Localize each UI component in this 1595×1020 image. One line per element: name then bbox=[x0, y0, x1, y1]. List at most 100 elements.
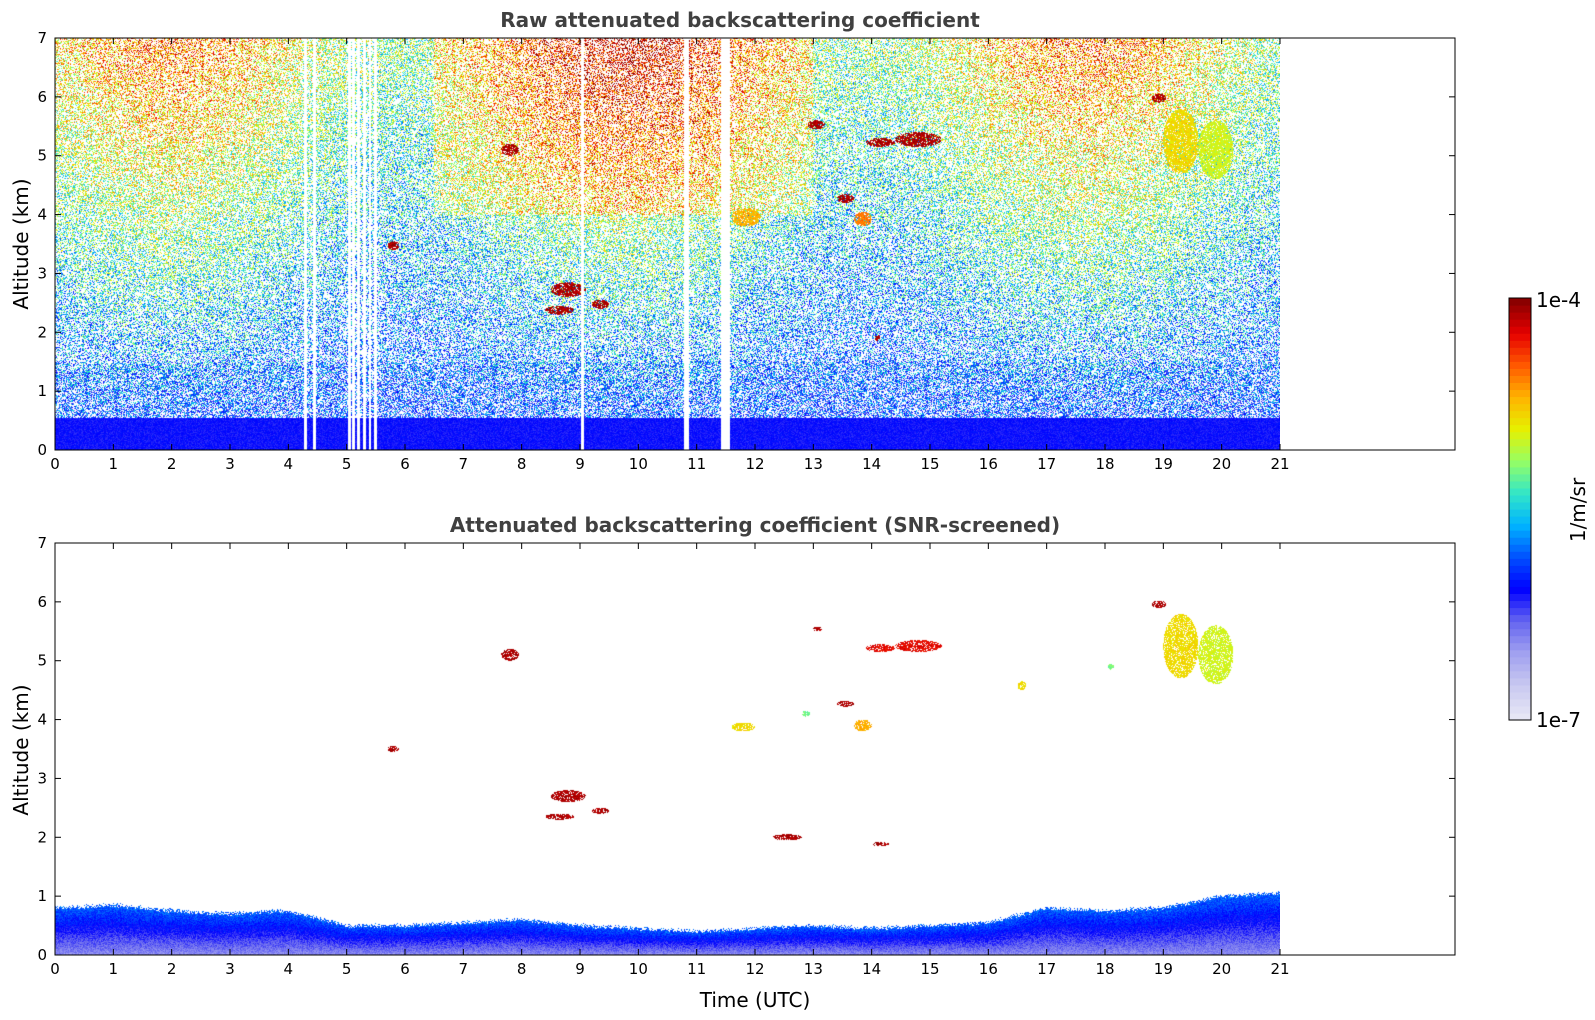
x-tick-label: 5 bbox=[342, 960, 352, 978]
title-raw: Raw attenuated backscattering coefficien… bbox=[500, 8, 980, 32]
y-ticks-screened: 0 1 2 3 4 5 6 7 bbox=[37, 534, 1455, 964]
y-tick-label: 4 bbox=[37, 206, 47, 224]
y-tick-label: 6 bbox=[37, 593, 47, 611]
colorbar-bands bbox=[1509, 298, 1531, 721]
panel-raw: Raw attenuated backscattering coefficien… bbox=[9, 8, 1456, 473]
colorbar-band bbox=[1509, 579, 1531, 587]
colorbar-band bbox=[1509, 677, 1531, 686]
x-tick-label: 8 bbox=[517, 960, 527, 978]
x-tick-label: 15 bbox=[920, 960, 939, 978]
colorbar-band bbox=[1509, 487, 1531, 496]
colorbar-band bbox=[1509, 656, 1531, 665]
colorbar-band bbox=[1509, 712, 1531, 721]
colorbar-band bbox=[1509, 670, 1531, 679]
colorbar-band bbox=[1509, 572, 1531, 580]
y-ticks-raw: 0 1 2 3 4 5 6 7 bbox=[37, 29, 1455, 459]
colorbar-band bbox=[1509, 544, 1531, 552]
x-tick-label: 18 bbox=[1095, 455, 1114, 473]
xlabel-screened: Time (UTC) bbox=[699, 988, 811, 1012]
x-tick-label: 14 bbox=[862, 455, 881, 473]
x-tick-label: 1 bbox=[109, 455, 119, 473]
colorbar-band bbox=[1509, 614, 1531, 623]
y-tick-label: 3 bbox=[37, 264, 47, 282]
colorbar-band bbox=[1509, 473, 1531, 482]
colorbar-units-label: 1/m/sr bbox=[1566, 477, 1590, 542]
y-tick-label: 1 bbox=[37, 382, 47, 400]
x-tick-label: 1 bbox=[109, 960, 119, 978]
colorbar-band bbox=[1509, 452, 1531, 461]
x-tick-label: 10 bbox=[629, 455, 648, 473]
y-tick-label: 1 bbox=[37, 887, 47, 905]
x-tick-label: 13 bbox=[804, 455, 823, 473]
x-tick-label: 3 bbox=[225, 960, 235, 978]
colorbar-band bbox=[1509, 501, 1531, 510]
y-tick-label: 0 bbox=[37, 441, 47, 459]
x-tick-label: 2 bbox=[167, 455, 177, 473]
ylabel-screened: Altitude (km) bbox=[9, 684, 33, 815]
x-tick-label: 10 bbox=[629, 960, 648, 978]
colorbar-band bbox=[1509, 509, 1531, 517]
colorbar-band bbox=[1509, 537, 1531, 545]
colorbar: 1e-4 1e-7 1/m/sr bbox=[1508, 288, 1590, 732]
colorbar-band bbox=[1509, 431, 1531, 440]
x-ticks-raw: 0 1 2 3 4 5 6 7 8 9 10 11 12 13 14 15 16 17 18 19 20 21 bbox=[50, 38, 1290, 473]
y-tick-label: 7 bbox=[37, 29, 47, 47]
x-tick-label: 11 bbox=[687, 960, 706, 978]
colorbar-band bbox=[1509, 459, 1531, 468]
colorbar-band bbox=[1509, 438, 1531, 447]
colorbar-band bbox=[1509, 586, 1531, 594]
x-tick-label: 6 bbox=[400, 455, 410, 473]
heatmap-image bbox=[55, 543, 1280, 955]
y-tick-label: 7 bbox=[37, 534, 47, 552]
x-tick-label: 21 bbox=[1270, 455, 1289, 473]
colorbar-band bbox=[1509, 403, 1531, 412]
x-tick-label: 19 bbox=[1154, 960, 1173, 978]
y-tick-label: 0 bbox=[37, 946, 47, 964]
colorbar-frame bbox=[1508, 297, 1532, 721]
colorbar-band bbox=[1509, 347, 1531, 355]
colorbar-band bbox=[1509, 319, 1531, 327]
x-tick-label: 18 bbox=[1095, 960, 1114, 978]
title-screened: Attenuated backscattering coefficient (S… bbox=[450, 513, 1060, 537]
x-tick-label: 16 bbox=[979, 455, 998, 473]
x-ticks-screened: 0 1 2 3 4 5 6 7 8 9 10 11 12 13 14 15 16 17 18 19 20 21 bbox=[50, 543, 1290, 978]
colorbar-band bbox=[1509, 424, 1531, 433]
x-tick-label: 11 bbox=[687, 455, 706, 473]
colorbar-band bbox=[1509, 361, 1531, 369]
colorbar-band bbox=[1509, 375, 1531, 383]
x-tick-label: 14 bbox=[862, 960, 881, 978]
colorbar-band bbox=[1509, 530, 1531, 538]
x-tick-label: 12 bbox=[745, 455, 764, 473]
x-tick-label: 20 bbox=[1212, 960, 1231, 978]
colorbar-band bbox=[1509, 305, 1531, 313]
y-tick-label: 3 bbox=[37, 769, 47, 787]
x-tick-label: 7 bbox=[459, 455, 469, 473]
colorbar-band bbox=[1509, 663, 1531, 672]
x-tick-label: 6 bbox=[400, 960, 410, 978]
colorbar-band bbox=[1509, 312, 1531, 320]
x-tick-label: 16 bbox=[979, 960, 998, 978]
colorbar-band bbox=[1509, 494, 1531, 503]
x-tick-label: 17 bbox=[1037, 455, 1056, 473]
colorbar-band bbox=[1509, 410, 1531, 419]
colorbar-band bbox=[1509, 705, 1531, 714]
x-tick-label: 21 bbox=[1270, 960, 1289, 978]
colorbar-min-label: 1e-7 bbox=[1536, 708, 1581, 732]
x-tick-label: 4 bbox=[284, 960, 294, 978]
x-tick-label: 15 bbox=[920, 455, 939, 473]
colorbar-band bbox=[1509, 607, 1531, 616]
colorbar-band bbox=[1509, 684, 1531, 693]
y-tick-label: 2 bbox=[37, 828, 47, 846]
y-tick-label: 2 bbox=[37, 323, 47, 341]
colorbar-band bbox=[1509, 382, 1531, 391]
x-tick-label: 8 bbox=[517, 455, 527, 473]
colorbar-band bbox=[1509, 340, 1531, 348]
colorbar-band bbox=[1509, 691, 1531, 700]
x-tick-label: 12 bbox=[745, 960, 764, 978]
x-tick-label: 3 bbox=[225, 455, 235, 473]
x-tick-label: 13 bbox=[804, 960, 823, 978]
x-tick-label: 4 bbox=[284, 455, 294, 473]
colorbar-band bbox=[1509, 551, 1531, 559]
colorbar-band bbox=[1509, 523, 1531, 531]
